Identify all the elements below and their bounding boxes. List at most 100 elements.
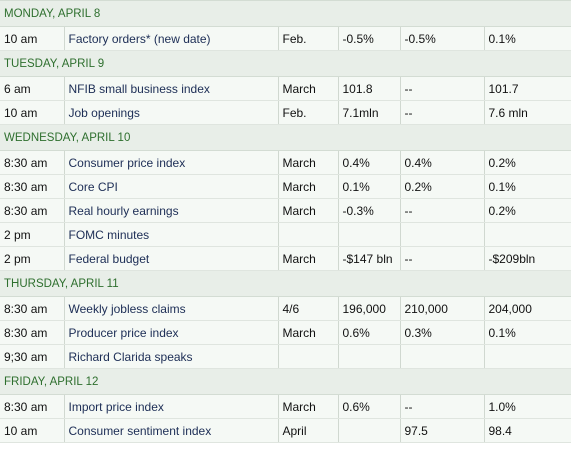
actual-cell: 0.1% bbox=[338, 174, 401, 199]
table-row: 10 am Job openings Feb. 7.1mln -- 7.6 mln bbox=[0, 100, 571, 125]
day-label: FRIDAY, APRIL 12 bbox=[0, 368, 571, 395]
forecast-cell: 0.3% bbox=[400, 320, 485, 345]
actual-cell: -0.3% bbox=[338, 198, 401, 223]
event-cell: Core CPI bbox=[64, 174, 279, 199]
event-cell: Factory orders* (new date) bbox=[64, 26, 279, 51]
previous-cell: 0.2% bbox=[484, 150, 571, 175]
table-row: 10 am Factory orders* (new date) Feb. -0.5%… bbox=[0, 26, 571, 51]
previous-cell: 101.7 bbox=[484, 76, 571, 101]
period-cell: March bbox=[278, 198, 339, 223]
previous-cell bbox=[484, 222, 571, 247]
period-cell: 4/6 bbox=[278, 296, 339, 321]
actual-cell: 196,000 bbox=[338, 296, 401, 321]
actual-cell: 101.8 bbox=[338, 76, 401, 101]
time-cell: 8:30 am bbox=[0, 174, 65, 199]
period-cell bbox=[278, 344, 339, 369]
period-cell: April bbox=[278, 418, 339, 443]
calendar-body: MONDAY, APRIL 8 10 am Factory orders* (new… bbox=[0, 0, 571, 443]
period-cell: March bbox=[278, 174, 339, 199]
actual-cell: 0.6% bbox=[338, 394, 401, 419]
period-cell: March bbox=[278, 320, 339, 345]
event-cell: Producer price index bbox=[64, 320, 279, 345]
actual-cell: 7.1mln bbox=[338, 100, 401, 125]
day-header-row: WEDNESDAY, APRIL 10 bbox=[0, 124, 571, 151]
day-header-row: MONDAY, APRIL 8 bbox=[0, 0, 571, 27]
table-row: 9;30 am Richard Clarida speaks bbox=[0, 344, 571, 369]
event-cell: Consumer price index bbox=[64, 150, 279, 175]
forecast-cell: 0.2% bbox=[400, 174, 485, 199]
previous-cell: 1.0% bbox=[484, 394, 571, 419]
forecast-cell: -- bbox=[400, 246, 485, 271]
day-header-row: FRIDAY, APRIL 12 bbox=[0, 368, 571, 395]
event-cell: Job openings bbox=[64, 100, 279, 125]
table-row: 2 pm Federal budget March -$147 bln -- -$209b… bbox=[0, 246, 571, 271]
period-cell: Feb. bbox=[278, 100, 339, 125]
forecast-cell: -- bbox=[400, 100, 485, 125]
time-cell: 8:30 am bbox=[0, 320, 65, 345]
previous-cell: 204,000 bbox=[484, 296, 571, 321]
actual-cell bbox=[338, 418, 401, 443]
event-cell: Consumer sentiment index bbox=[64, 418, 279, 443]
actual-cell bbox=[338, 222, 401, 247]
event-cell: Import price index bbox=[64, 394, 279, 419]
time-cell: 2 pm bbox=[0, 222, 65, 247]
day-label: MONDAY, APRIL 8 bbox=[0, 0, 571, 27]
day-label: WEDNESDAY, APRIL 10 bbox=[0, 124, 571, 151]
day-label: THURSDAY, APRIL 11 bbox=[0, 270, 571, 297]
previous-cell: 0.2% bbox=[484, 198, 571, 223]
forecast-cell: -- bbox=[400, 198, 485, 223]
time-cell: 10 am bbox=[0, 418, 65, 443]
forecast-cell: -0.5% bbox=[400, 26, 485, 51]
period-cell: March bbox=[278, 394, 339, 419]
forecast-cell bbox=[400, 222, 485, 247]
period-cell: March bbox=[278, 76, 339, 101]
previous-cell bbox=[484, 344, 571, 369]
economic-calendar-table: MONDAY, APRIL 8 10 am Factory orders* (new… bbox=[0, 0, 571, 443]
previous-cell: 98.4 bbox=[484, 418, 571, 443]
event-cell: FOMC minutes bbox=[64, 222, 279, 247]
forecast-cell: -- bbox=[400, 394, 485, 419]
period-cell: Feb. bbox=[278, 26, 339, 51]
event-cell: Richard Clarida speaks bbox=[64, 344, 279, 369]
forecast-cell bbox=[400, 344, 485, 369]
actual-cell: -$147 bln bbox=[338, 246, 401, 271]
time-cell: 6 am bbox=[0, 76, 65, 101]
previous-cell: 7.6 mln bbox=[484, 100, 571, 125]
table-row: 6 am NFIB small business index March 101.8-… bbox=[0, 76, 571, 101]
forecast-cell: 0.4% bbox=[400, 150, 485, 175]
actual-cell: -0.5% bbox=[338, 26, 401, 51]
day-header-row: THURSDAY, APRIL 11 bbox=[0, 270, 571, 297]
previous-cell: 0.1% bbox=[484, 26, 571, 51]
event-cell: Weekly jobless claims bbox=[64, 296, 279, 321]
table-row: 2 pm FOMC minutes bbox=[0, 222, 571, 247]
event-cell: Real hourly earnings bbox=[64, 198, 279, 223]
event-cell: Federal budget bbox=[64, 246, 279, 271]
table-row: 8:30 am Core CPI March 0.1% 0.2% 0.1% bbox=[0, 174, 571, 199]
time-cell: 2 pm bbox=[0, 246, 65, 271]
time-cell: 8:30 am bbox=[0, 198, 65, 223]
table-row: 8:30 am Real hourly earnings March -0.3% -- 0… bbox=[0, 198, 571, 223]
forecast-cell: 210,000 bbox=[400, 296, 485, 321]
previous-cell: 0.1% bbox=[484, 174, 571, 199]
time-cell: 10 am bbox=[0, 26, 65, 51]
table-row: 8:30 am Weekly jobless claims 4/6 196,000 21… bbox=[0, 296, 571, 321]
time-cell: 10 am bbox=[0, 100, 65, 125]
actual-cell: 0.6% bbox=[338, 320, 401, 345]
day-header-row: TUESDAY, APRIL 9 bbox=[0, 50, 571, 77]
period-cell: March bbox=[278, 150, 339, 175]
time-cell: 9;30 am bbox=[0, 344, 65, 369]
previous-cell: 0.1% bbox=[484, 320, 571, 345]
time-cell: 8:30 am bbox=[0, 394, 65, 419]
time-cell: 8:30 am bbox=[0, 296, 65, 321]
previous-cell: -$209bln bbox=[484, 246, 571, 271]
table-row: 8:30 am Import price index March 0.6% -- 1.0% bbox=[0, 394, 571, 419]
period-cell bbox=[278, 222, 339, 247]
time-cell: 8:30 am bbox=[0, 150, 65, 175]
table-row: 8:30 am Consumer price index March 0.4% 0.4%… bbox=[0, 150, 571, 175]
day-label: TUESDAY, APRIL 9 bbox=[0, 50, 571, 77]
forecast-cell: 97.5 bbox=[400, 418, 485, 443]
forecast-cell: -- bbox=[400, 76, 485, 101]
actual-cell: 0.4% bbox=[338, 150, 401, 175]
actual-cell bbox=[338, 344, 401, 369]
table-row: 10 am Consumer sentiment index April 97.5 98… bbox=[0, 418, 571, 443]
